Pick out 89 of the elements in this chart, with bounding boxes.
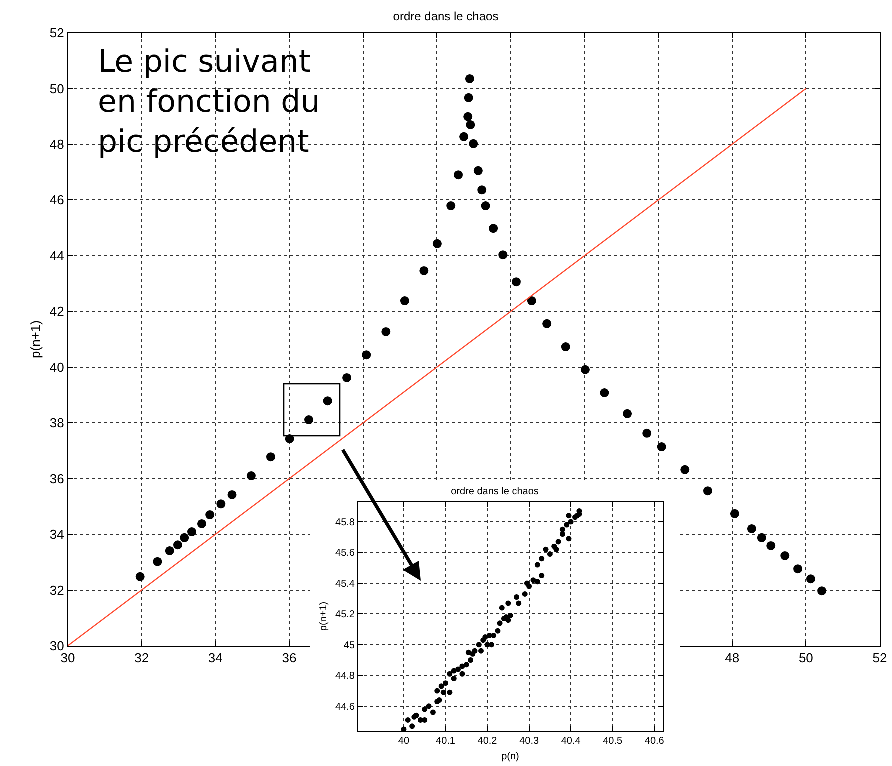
y-tick-label: 48 [50,137,64,152]
annotation: Le pic suivant en fonction du pic précédent [98,44,320,160]
point [246,472,256,481]
point [757,533,766,542]
point [342,373,352,382]
point [382,327,391,336]
x-tick-label: 40.6 [644,736,665,747]
point [657,442,666,452]
point [680,465,690,474]
point [542,319,552,328]
point [512,278,521,287]
y-tick-label: 46 [50,192,64,208]
y-axis-title: p(n+1) [318,602,330,632]
point [460,132,469,142]
x-tick-label: 52 [872,650,888,666]
point [464,93,474,102]
point [136,572,145,582]
point [469,139,478,148]
point [188,528,197,537]
point [481,202,490,211]
point [400,296,410,306]
y-tick-label: 44.6 [336,702,356,713]
x-tick-label: 40.2 [478,736,498,747]
x-tick-label: 36 [282,650,297,666]
y-tick-label: 52 [50,26,64,41]
point [794,564,803,574]
point [766,541,776,550]
point [446,202,456,211]
point [466,120,476,130]
x-tick-label: 32 [134,650,150,666]
y-tick-label: 38 [50,416,64,431]
point [478,186,487,195]
y-tick-label: 45.6 [336,548,356,560]
point [527,296,536,306]
y-tick-label: 42 [50,304,64,320]
point [465,74,474,84]
y-tick-label: 45 [344,640,356,652]
point [362,350,372,360]
point [165,546,174,556]
point [780,552,790,560]
point [730,509,740,518]
point [216,500,226,509]
y-tick-label: 50 [50,81,64,96]
y-tick-label: 36 [50,471,64,486]
x-tick-label: 48 [725,650,740,666]
point [197,519,206,528]
chart-title: ordre dans le chaos [393,10,499,24]
point [420,266,429,276]
point [464,112,473,122]
point [806,574,816,584]
point [498,250,508,260]
point [323,396,332,406]
point [642,428,652,438]
x-tick-label: 40.1 [436,736,456,747]
x-tick-label: 40 [398,736,410,747]
point [228,490,237,500]
point [432,239,442,248]
y-tick-label: 45.4 [336,578,356,590]
point [623,409,632,418]
x-tick-label: 40.3 [520,736,540,747]
point [454,170,463,180]
point [173,540,182,550]
point [474,166,483,176]
point [818,586,827,596]
chart-title: ordre dans le chaos [451,486,539,498]
point [489,224,498,234]
y-tick-label: 44 [50,248,64,264]
point [704,486,712,496]
point [561,342,570,352]
x-tick-label: 34 [208,650,223,666]
point [600,388,610,398]
x-tick-label: 40.4 [561,736,582,747]
x-tick-label: 50 [798,650,814,666]
y-tick-label: 45.2 [336,610,356,621]
point [580,365,590,374]
y-tick-label: 32 [50,582,64,598]
point [266,452,276,462]
point [747,524,756,534]
point [206,510,215,520]
x-axis-title: p(n) [502,752,520,762]
point [304,416,314,425]
y-axis-title: p(n+1) [28,320,43,358]
x-tick-label: 40.5 [603,736,624,747]
y-tick-label: 40 [50,360,64,375]
y-tick-label: 45.8 [336,517,356,528]
y-tick-label: 34 [50,527,64,542]
y-tick-label: 44.8 [336,671,356,682]
point [153,557,162,566]
point [180,533,190,542]
